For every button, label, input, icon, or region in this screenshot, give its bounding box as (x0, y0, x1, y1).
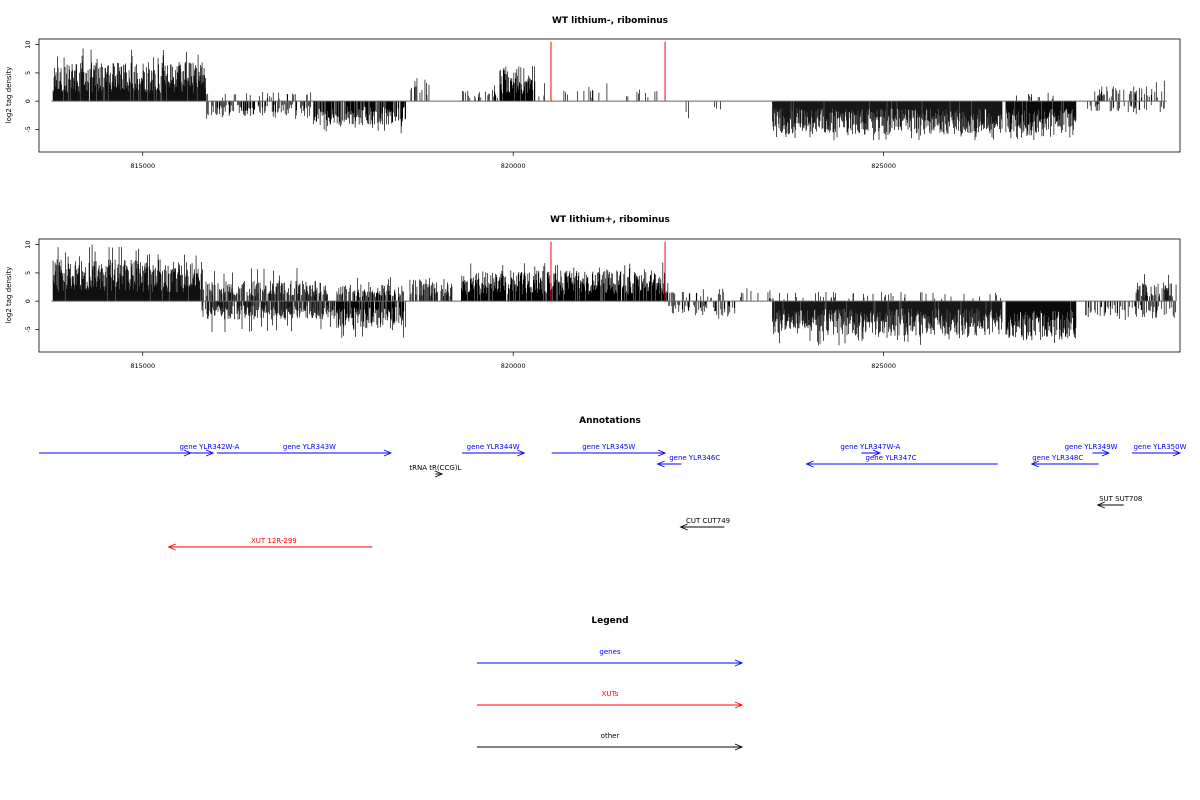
arrow-icon (679, 523, 688, 531)
y-axis-label: log2 tag density (5, 267, 13, 324)
feature-label: gene YLR350W (1133, 443, 1186, 451)
y-tick-label: 10 (24, 241, 32, 249)
feature-label: gene YLR343W (283, 443, 336, 451)
plot-frame (38, 38, 1181, 153)
annotation-features: gene YLR342W-A gene YLR343W gene YLR344W ge… (39, 443, 1187, 551)
annotation-feature: gene YLR343W (216, 443, 393, 457)
feature-label: CUT CUT749 (686, 517, 730, 525)
annotation-feature: SUT SUT708 (1096, 495, 1142, 509)
x-tick-label: 815000 (130, 362, 155, 370)
y-tick-label: -5 (24, 126, 32, 132)
annotation-feature (188, 449, 215, 457)
arrow-icon (656, 460, 665, 468)
feature-label: gene YLR347C (866, 454, 917, 462)
feature-label: gene YLR344W (467, 443, 520, 451)
legend: Legend genes XUTs other (477, 616, 744, 751)
x-tick-label: 825000 (871, 162, 896, 170)
x-tick-label: 815000 (130, 162, 155, 170)
arrow-icon (205, 449, 215, 457)
arrow-icon (734, 701, 744, 709)
arrow-icon (734, 743, 744, 751)
annotation-feature: gene YLR348C (1030, 454, 1099, 468)
annotation-feature: gene YLR346C (656, 454, 720, 468)
arrow-icon (657, 449, 667, 457)
arrow-icon (1101, 449, 1111, 457)
annotation-feature: tRNA tR(CCG)L (409, 464, 461, 478)
annotation-feature: gene YLR345W (551, 443, 667, 457)
density-bars (52, 48, 1165, 141)
y-axis: -5 0 5 10 (24, 41, 39, 133)
annotation-feature: gene YLR342W-A (39, 443, 240, 457)
y-axis: -5 0 5 10 (24, 241, 39, 333)
annotation-feature: CUT CUT749 (679, 517, 730, 531)
arrow-icon (1096, 501, 1105, 509)
legend-entry: genes (477, 648, 744, 667)
panel-title: WT lithium-, ribominus (552, 16, 668, 26)
feature-label: gene YLR346C (669, 454, 720, 462)
arrow-icon (734, 659, 744, 667)
arrow-icon (434, 470, 444, 478)
annotation-feature: gene YLR349W (1065, 443, 1118, 457)
red-markers (550, 241, 666, 302)
arrow-icon (872, 449, 882, 457)
legend-label: XUTs (602, 690, 619, 698)
annotation-feature: gene YLR344W (462, 443, 526, 457)
y-tick-label: 0 (24, 299, 32, 303)
x-tick-label: 825000 (871, 362, 896, 370)
feature-label: SUT SUT708 (1099, 495, 1142, 503)
legend-entry: other (477, 732, 744, 751)
annotations-track: Annotations gene YLR342W-A gene YLR343W ge… (39, 416, 1187, 551)
annotation-feature: gene YLR347W-A (840, 443, 900, 457)
arrow-icon (383, 449, 393, 457)
legend-entries: genes XUTs other (477, 648, 744, 751)
feature-label: gene YLR349W (1065, 443, 1118, 451)
annotations-title: Annotations (579, 416, 641, 426)
feature-label: gene YLR342W-A (179, 443, 239, 451)
feature-label: XUT 12R-299 (251, 537, 297, 545)
x-tick-label: 820000 (501, 162, 526, 170)
feature-label: gene YLR348C (1032, 454, 1083, 462)
legend-entry: XUTs (477, 690, 744, 709)
arrow-icon (1172, 449, 1182, 457)
legend-label: other (601, 732, 620, 740)
plot-frame (38, 238, 1181, 353)
y-tick-label: 5 (24, 271, 32, 275)
legend-label: genes (599, 648, 620, 656)
arrow-icon (517, 449, 526, 457)
panel-title: WT lithium+, ribominus (550, 215, 670, 225)
feature-label: tRNA tR(CCG)L (409, 464, 461, 472)
annotation-feature: XUT 12R-299 (167, 537, 373, 551)
annotation-feature: gene YLR350W (1131, 443, 1187, 457)
y-tick-label: 0 (24, 99, 32, 103)
y-tick-label: 10 (24, 41, 32, 49)
density-panel-lithium-minus: WT lithium-, ribominus -5 0 5 10 815000 8200… (5, 16, 1181, 170)
annotation-feature: gene YLR347C (805, 454, 998, 468)
y-tick-label: -5 (24, 326, 32, 332)
x-axis: 815000 820000 825000 (130, 352, 896, 370)
arrow-icon (1030, 460, 1039, 468)
x-axis: 815000 820000 825000 (130, 152, 896, 170)
legend-title: Legend (591, 616, 628, 626)
feature-label: gene YLR345W (582, 443, 635, 451)
feature-label: gene YLR347W-A (840, 443, 900, 451)
y-axis-label: log2 tag density (5, 67, 13, 124)
red-markers (550, 41, 666, 102)
density-bars (52, 244, 1177, 346)
x-tick-label: 820000 (501, 362, 526, 370)
arrow-icon (167, 543, 176, 551)
density-panel-lithium-plus: WT lithium+, ribominus -5 0 5 10 815000 8200… (5, 215, 1181, 370)
arrow-icon (805, 460, 814, 468)
y-tick-label: 5 (24, 71, 32, 75)
